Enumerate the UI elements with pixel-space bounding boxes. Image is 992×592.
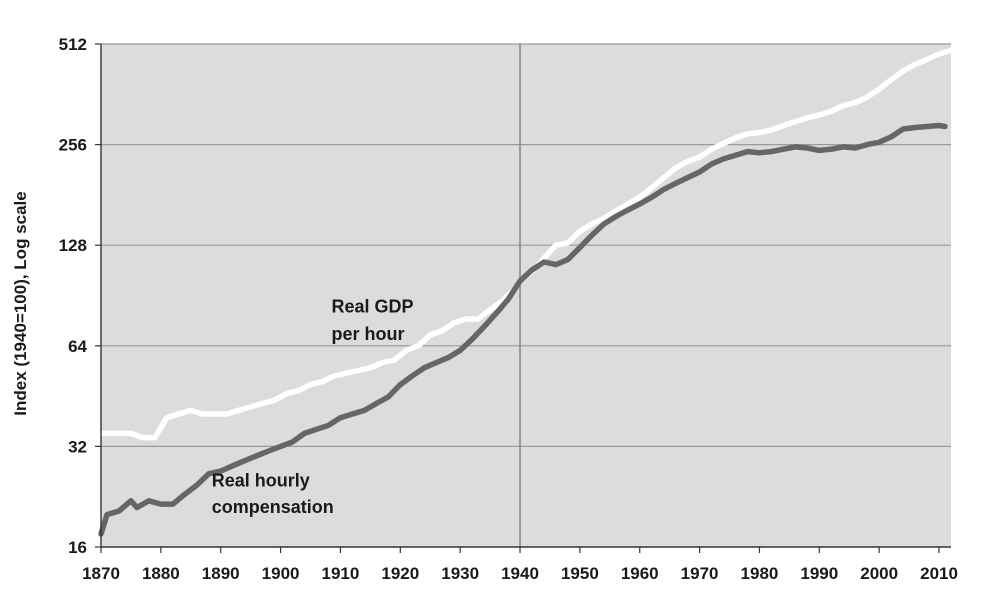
y-tick-label: 128 (59, 236, 87, 255)
y-tick-label: 16 (68, 538, 87, 557)
x-tick-label: 1920 (381, 564, 419, 583)
series-label-line: Real hourly (212, 470, 310, 490)
x-tick-label: 1900 (262, 564, 300, 583)
x-tick-label: 1990 (800, 564, 838, 583)
x-tick-label: 1870 (82, 564, 120, 583)
y-tick-labels: 16 32 64 128 256 512 (59, 35, 101, 557)
series-lines (98, 47, 954, 537)
gridlines (101, 43, 951, 447)
y-tick-label: 256 (59, 136, 87, 155)
series-label-real-gdp-per-hour: Real GDP per hour (331, 296, 418, 344)
x-tick-label: 2000 (860, 564, 898, 583)
x-tick-label: 1950 (561, 564, 599, 583)
x-tick-label: 1910 (322, 564, 360, 583)
series-label-line: per hour (331, 324, 404, 344)
x-tick-label: 1880 (142, 564, 180, 583)
y-tick-label: 512 (59, 35, 87, 54)
x-tick-label: 1970 (681, 564, 719, 583)
x-tick-label: 1940 (501, 564, 539, 583)
y-tick-label: 64 (68, 337, 87, 356)
x-tick-label: 2010 (920, 564, 958, 583)
x-tick-label: 1960 (621, 564, 659, 583)
x-tick-label: 1890 (202, 564, 240, 583)
x-tick-label: 1930 (441, 564, 479, 583)
x-tick-label: 1980 (741, 564, 779, 583)
series-label-line: Real GDP (331, 296, 413, 316)
series-line (98, 122, 948, 537)
x-tick-labels: 1870 1880 1890 1900 1910 1920 1930 1940 1950 1960… (82, 547, 958, 583)
y-tick-label: 32 (68, 437, 87, 456)
y-axis-label: Index (1940=100), Log scale (11, 191, 30, 415)
axes (100, 44, 951, 548)
series-label-line: compensation (212, 497, 334, 517)
series-label-real-hourly-compensation: Real hourly compensation (212, 470, 334, 517)
